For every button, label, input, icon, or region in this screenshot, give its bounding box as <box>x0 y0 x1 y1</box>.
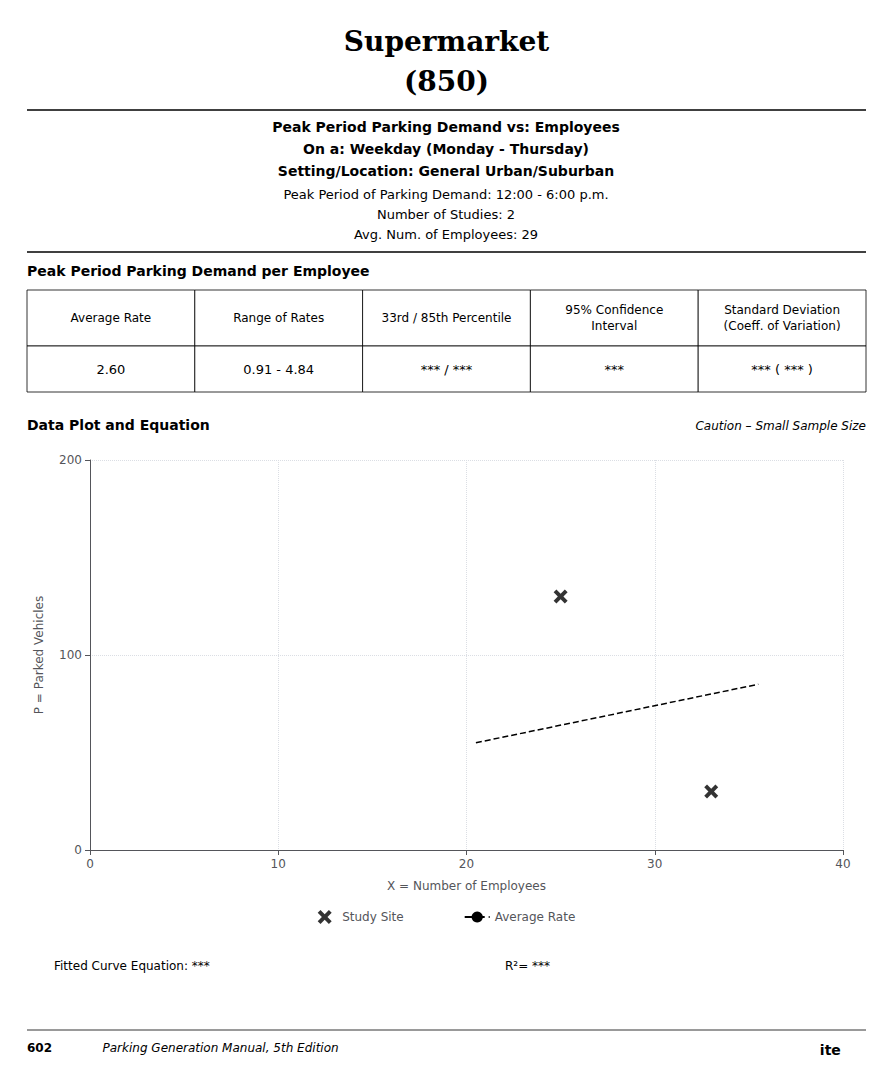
svg-text:On a: Weekday (Monday - Thursd: On a: Weekday (Monday - Thursday) <box>303 141 589 157</box>
svg-text:Supermarket: Supermarket <box>344 25 549 58</box>
svg-text:Peak Period Parking Demand per: Peak Period Parking Demand per Employee <box>27 263 370 279</box>
svg-text:***: *** <box>605 362 625 377</box>
svg-text:Number of Studies: 2: Number of Studies: 2 <box>377 207 515 222</box>
svg-text:Average Rate: Average Rate <box>71 311 152 325</box>
svg-text:Data Plot and Equation: Data Plot and Equation <box>27 417 210 433</box>
svg-text:ite: ite <box>820 1042 841 1058</box>
svg-text:0: 0 <box>74 843 82 857</box>
svg-text:40: 40 <box>835 857 850 871</box>
svg-text:(850): (850) <box>404 65 489 98</box>
svg-text:0.91 - 4.84: 0.91 - 4.84 <box>243 362 314 377</box>
svg-text:100: 100 <box>59 648 82 662</box>
svg-text:X = Number of Employees: X = Number of Employees <box>387 879 546 893</box>
svg-text:Study Site: Study Site <box>342 910 404 924</box>
svg-text:*** ( *** ): *** ( *** ) <box>751 362 813 377</box>
svg-text:*** / ***: *** / *** <box>421 362 473 377</box>
svg-text:Peak Period of Parking Demand:: Peak Period of Parking Demand: 12:00 - 6… <box>283 187 608 202</box>
svg-text:0: 0 <box>86 857 94 871</box>
svg-text:Fitted Curve Equation: ***: Fitted Curve Equation: *** <box>54 959 210 973</box>
svg-text:30: 30 <box>647 857 662 871</box>
svg-text:P = Parked Vehicles: P = Parked Vehicles <box>32 596 46 714</box>
svg-text:200: 200 <box>59 453 82 467</box>
svg-text:95% Confidence: 95% Confidence <box>565 303 663 317</box>
svg-text:Caution – Small Sample Size: Caution – Small Sample Size <box>695 419 866 433</box>
svg-text:602: 602 <box>27 1041 52 1055</box>
svg-text:Average Rate: Average Rate <box>495 910 576 924</box>
svg-text:Parking Generation Manual, 5th: Parking Generation Manual, 5th Edition <box>103 1041 339 1055</box>
svg-text:Peak Period Parking Demand vs:: Peak Period Parking Demand vs: Employees <box>272 119 620 135</box>
svg-text:Avg. Num. of Employees: 29: Avg. Num. of Employees: 29 <box>354 227 538 242</box>
svg-text:2.60: 2.60 <box>96 362 125 377</box>
svg-text:Interval: Interval <box>591 319 637 333</box>
svg-text:(Coeff. of Variation): (Coeff. of Variation) <box>724 319 841 333</box>
svg-text:20: 20 <box>459 857 474 871</box>
svg-text:10: 10 <box>271 857 286 871</box>
svg-text:Range of Rates: Range of Rates <box>233 311 324 325</box>
svg-text:Standard Deviation: Standard Deviation <box>724 303 840 317</box>
svg-text:Setting/Location: General Urba: Setting/Location: General Urban/Suburban <box>278 163 614 179</box>
svg-text:R²= ***: R²= *** <box>505 959 550 973</box>
svg-text:33rd / 85th Percentile: 33rd / 85th Percentile <box>382 311 512 325</box>
